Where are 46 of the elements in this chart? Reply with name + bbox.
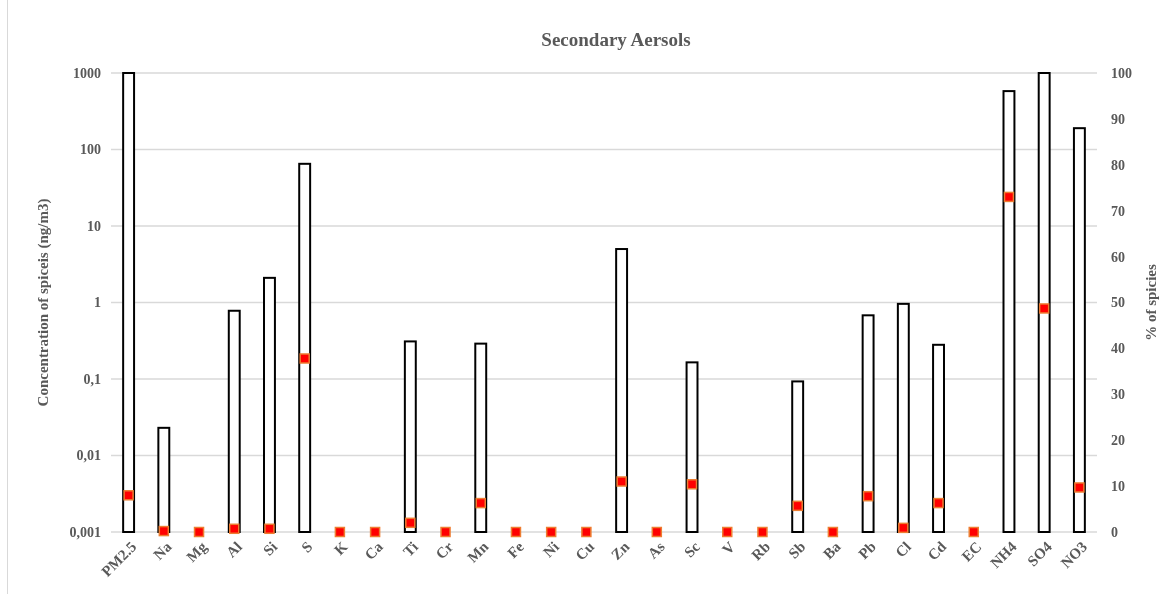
x-tick-label: Sb: [785, 538, 809, 562]
x-tick-label: Rb: [748, 538, 774, 564]
x-tick-label: Si: [260, 538, 281, 559]
y-axis-title: Concentration of spiceis (ng/m3): [35, 198, 52, 407]
x-tick-label: Cu: [572, 538, 598, 564]
y2-tick-label: 100: [1111, 65, 1132, 81]
y-tick-label: 0,001: [69, 524, 101, 540]
x-tick-label: Na: [150, 538, 175, 563]
y-tick-label: 1: [94, 295, 101, 311]
x-tick-label: Fe: [504, 538, 528, 562]
x-tick-label: Al: [223, 538, 246, 561]
x-tick-label: Ti: [400, 538, 422, 560]
y2-axis-title: % of spicies: [1143, 264, 1159, 341]
x-tick-label: K: [331, 538, 351, 559]
x-tick-label: Cd: [924, 538, 950, 564]
x-tick-label: Cr: [432, 538, 457, 563]
x-tick-label: Mn: [464, 538, 493, 566]
x-tick-label: EC: [958, 538, 985, 565]
y2-tick-label: 0: [1111, 524, 1118, 540]
y2-tick-label: 70: [1111, 203, 1125, 219]
y2-tick-label: 90: [1111, 111, 1125, 127]
x-tick-label: Ba: [820, 538, 845, 563]
y-tick-label: 1000: [73, 65, 101, 81]
y-tick-label: 10: [87, 218, 101, 234]
y2-tick-label: 10: [1111, 479, 1125, 494]
x-tick-label: Ca: [361, 538, 387, 563]
y2-tick-label: 30: [1111, 387, 1125, 403]
x-tick-label: As: [644, 538, 668, 562]
x-tick-label: V: [719, 538, 739, 558]
x-tick-label: Sc: [680, 538, 704, 561]
x-tick-label: Pb: [855, 538, 879, 563]
y2-tick-label: 60: [1111, 249, 1125, 265]
x-tick-label: Ni: [540, 538, 563, 561]
y2-tick-label: 50: [1111, 295, 1125, 311]
x-tick-label: Mg: [183, 538, 211, 566]
y-tick-label: 0,01: [76, 448, 101, 464]
x-tick-label: Zn: [608, 538, 633, 563]
y2-tick-label: 20: [1111, 433, 1125, 449]
y2-tick-label: 80: [1111, 157, 1125, 173]
y2-tick-label: 40: [1111, 341, 1125, 357]
chart-title: Secondary Aersols: [541, 29, 691, 50]
x-tick-label: SO4: [1024, 538, 1056, 570]
y-tick-label: 0,1: [83, 371, 101, 387]
x-tick-label: Cl: [892, 538, 915, 561]
y-tick-label: 100: [80, 142, 101, 158]
x-tick-label: S: [298, 538, 316, 556]
